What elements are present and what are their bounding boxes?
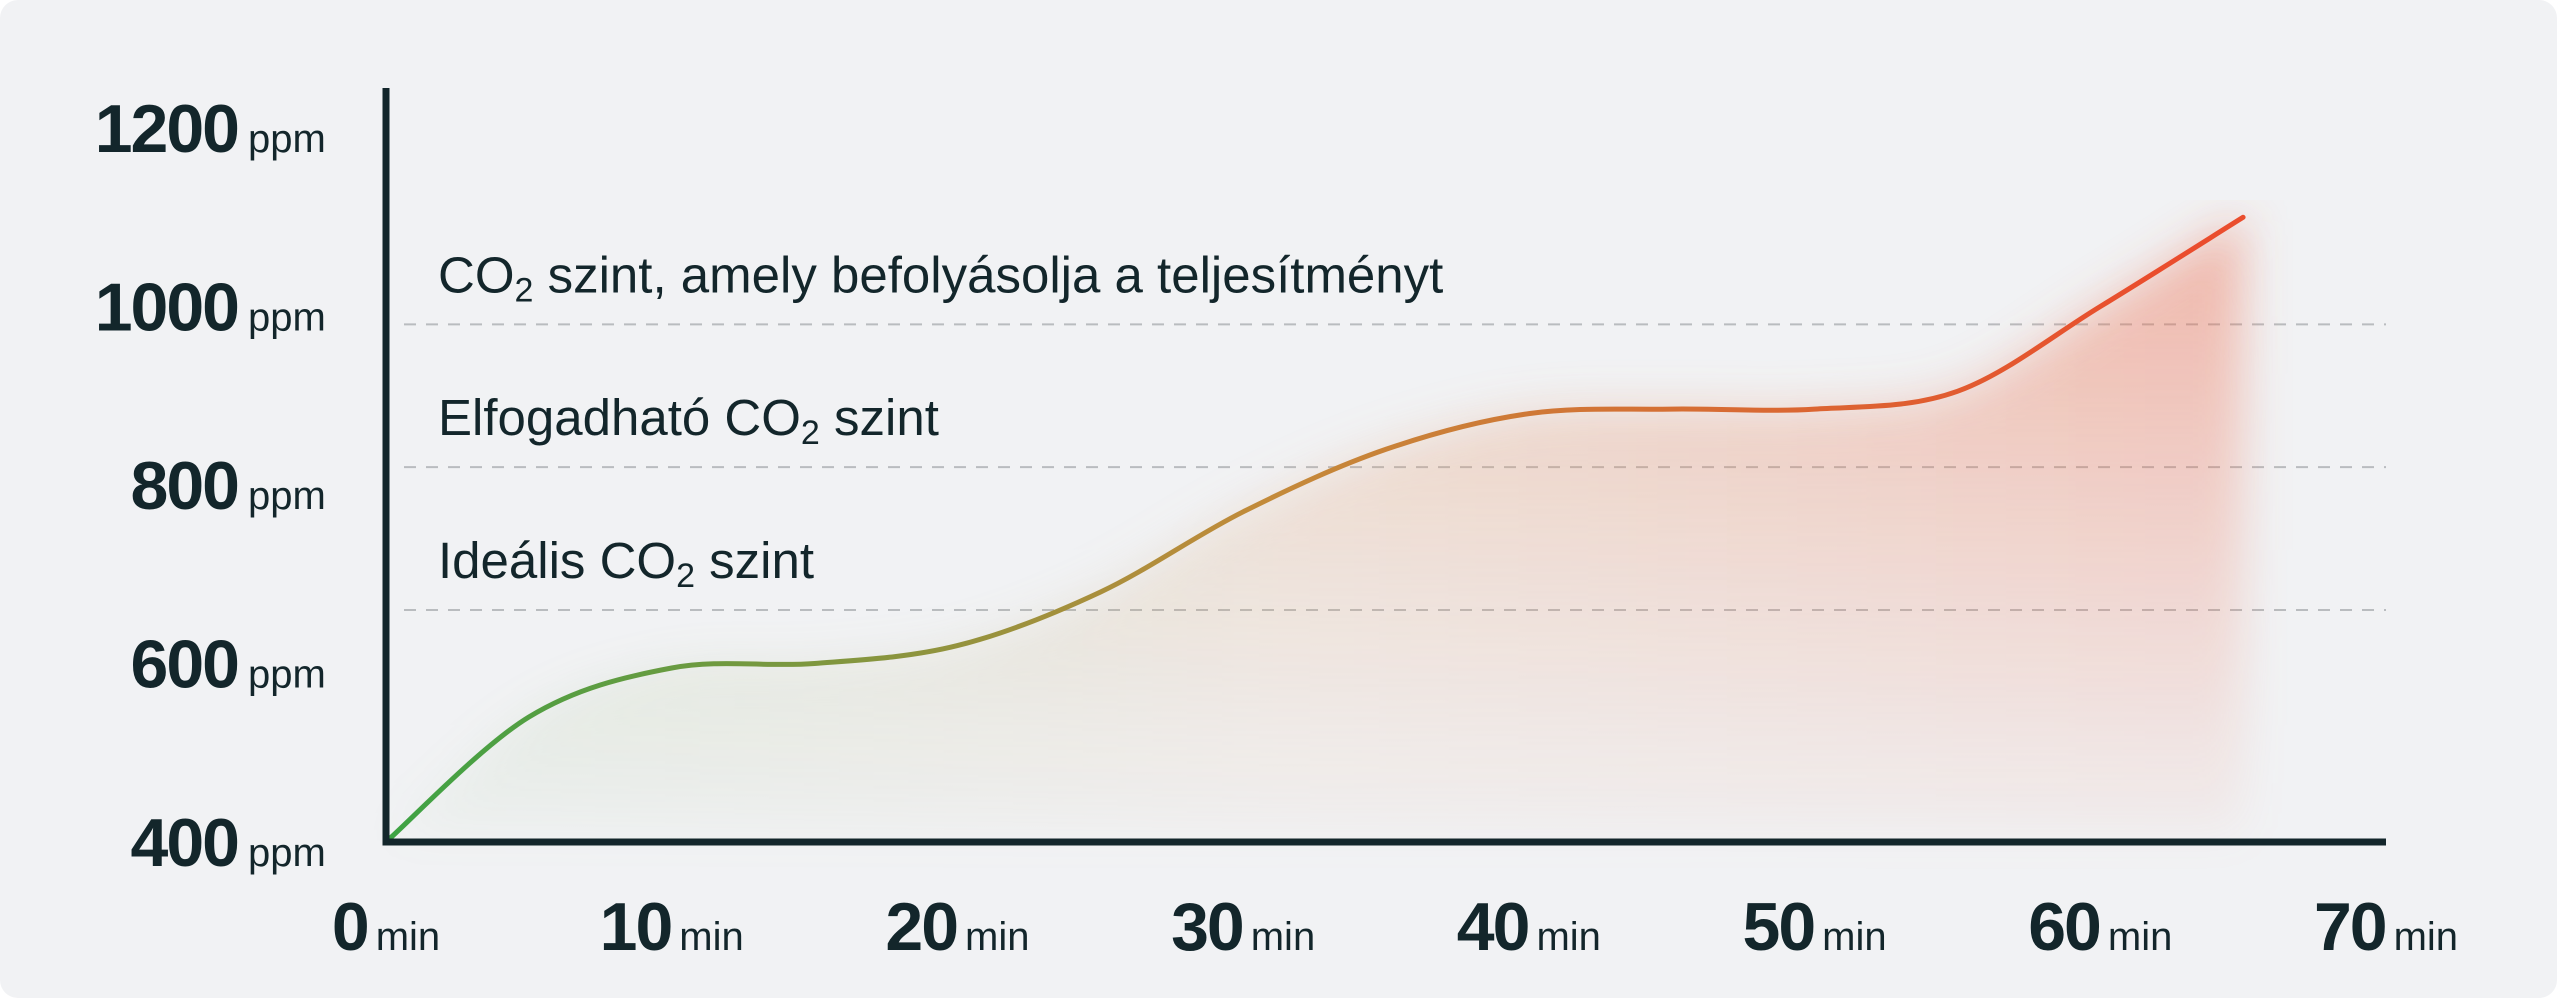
- x-tick-label: 50 min: [1743, 889, 1887, 965]
- x-tick-label: 30 min: [1171, 889, 1315, 965]
- y-tick-label: 1000: [95, 270, 238, 346]
- threshold-label-1: Elfogadható CO2 szint: [438, 389, 939, 452]
- area-fill: [386, 217, 2244, 843]
- y-tick-unit: ppm: [248, 296, 326, 340]
- y-tick-unit: ppm: [248, 831, 326, 875]
- x-tick-label: 20 min: [885, 889, 1029, 965]
- x-tick-label: 70 min: [2314, 889, 2458, 965]
- x-tick-label: 60 min: [2028, 889, 2172, 965]
- series-line: [383, 214, 2246, 845]
- threshold-label-0: CO2 szint, amely befolyásolja a teljesít…: [438, 246, 1443, 309]
- x-tick-labels: 0 min 10 min 20 min 30 min 40 min 50 min 60 min 70 min: [332, 889, 2458, 965]
- x-tick-label: 0 min: [332, 889, 440, 965]
- y-tick-label: 600: [131, 627, 239, 703]
- y-tick-label: 400: [131, 805, 239, 881]
- y-tick-label: 1200: [95, 91, 238, 167]
- x-tick-label: 10 min: [600, 889, 744, 965]
- x-tick-label: 40 min: [1457, 889, 1601, 965]
- y-tick-unit: ppm: [248, 474, 326, 518]
- threshold-group: CO2 szint, amely befolyásolja a teljesít…: [404, 246, 2386, 611]
- y-tick-label: 800: [131, 448, 239, 524]
- y-tick-unit: ppm: [248, 653, 326, 697]
- y-tick-unit: ppm: [248, 117, 326, 161]
- threshold-label-2: Ideális CO2 szint: [438, 532, 814, 595]
